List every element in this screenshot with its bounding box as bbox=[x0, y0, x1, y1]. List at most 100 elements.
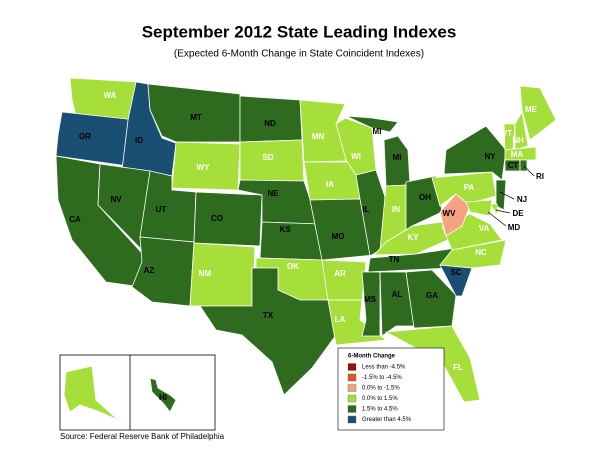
legend-label: 1.5% to 4.5% bbox=[362, 407, 398, 413]
state-label: NY bbox=[484, 152, 496, 161]
legend-label: -1.5% to -4.5% bbox=[362, 375, 402, 381]
state-label: MN bbox=[312, 132, 325, 141]
state-label: NE bbox=[267, 189, 279, 198]
legend-swatch bbox=[347, 415, 357, 424]
state-label: VT bbox=[502, 129, 512, 138]
state-label: MI bbox=[393, 153, 402, 162]
states bbox=[55, 77, 557, 421]
callout-line bbox=[487, 211, 507, 227]
state-shape bbox=[131, 236, 195, 307]
state-label: NM bbox=[199, 269, 212, 278]
state-label: MT bbox=[190, 113, 202, 122]
state-label: RI bbox=[536, 172, 544, 181]
state-label: MI bbox=[373, 127, 382, 136]
state-shape bbox=[439, 239, 507, 269]
state-label: DE bbox=[512, 209, 524, 218]
state-label: NV bbox=[110, 195, 122, 204]
state-shape bbox=[193, 191, 263, 247]
subtitle: (Expected 6-Month Change in State Coinci… bbox=[174, 49, 424, 60]
state-label: OR bbox=[79, 132, 91, 141]
state-label: VA bbox=[479, 224, 490, 233]
state-label: KS bbox=[279, 225, 291, 234]
legend-swatch bbox=[347, 405, 357, 413]
state-label: OH bbox=[419, 193, 431, 202]
state-label: KY bbox=[407, 233, 419, 242]
state-labels: WA OR CA ID NV MT WY UT AZ CO NM ND SD NE KS OK TX MN IA MO… bbox=[69, 91, 544, 402]
state-label: OK bbox=[287, 262, 299, 271]
state-label: TX bbox=[263, 311, 274, 320]
legend-swatch bbox=[347, 373, 357, 382]
state-shape bbox=[259, 221, 323, 261]
state-shape bbox=[149, 377, 177, 413]
legend-label: Less than -4.5% bbox=[362, 365, 406, 371]
state-shape bbox=[63, 365, 119, 421]
state-label: CA bbox=[69, 215, 81, 224]
state-label: MA bbox=[511, 150, 524, 159]
state-label: WI bbox=[351, 152, 361, 161]
state-shape bbox=[361, 271, 381, 337]
state-label: HI bbox=[159, 393, 167, 402]
state-label: IL bbox=[362, 205, 369, 214]
state-label: IA bbox=[326, 180, 334, 189]
state-shape bbox=[321, 259, 367, 301]
callout-line bbox=[495, 209, 511, 214]
state-shape bbox=[345, 115, 399, 133]
state-label: SC bbox=[450, 268, 461, 277]
state-shape bbox=[383, 135, 411, 187]
state-label: IN bbox=[392, 205, 400, 214]
state-shape bbox=[514, 110, 529, 151]
state-label: AL bbox=[392, 290, 403, 299]
state-shape bbox=[465, 199, 493, 217]
title: September 2012 State Leading Indexes bbox=[142, 22, 457, 41]
state-label: CT bbox=[508, 161, 519, 170]
state-shape bbox=[495, 179, 507, 211]
callout-line bbox=[499, 191, 515, 200]
state-label: CO bbox=[211, 214, 223, 223]
state-label: MS bbox=[364, 295, 377, 304]
legend-label: Greater than 4.5% bbox=[362, 417, 412, 423]
inset-frame bbox=[59, 354, 216, 431]
state-label: NH bbox=[512, 136, 524, 145]
state-label: ID bbox=[135, 136, 143, 145]
state-label: ND bbox=[264, 119, 276, 128]
legend-swatch bbox=[347, 384, 357, 392]
legend-label: 0.0% to -1.5% bbox=[362, 386, 400, 392]
state-shape bbox=[199, 267, 337, 396]
state-shape bbox=[504, 146, 537, 161]
state-label: GA bbox=[426, 291, 438, 300]
state-shape bbox=[405, 269, 457, 329]
state-label: SD bbox=[262, 153, 273, 162]
state-shape bbox=[379, 271, 415, 337]
state-label: PA bbox=[464, 183, 475, 192]
legend-label: 0.0% to 1.5% bbox=[362, 396, 398, 402]
state-shape bbox=[405, 175, 443, 231]
source: Source: Federal Reserve Bank of Philadel… bbox=[60, 432, 225, 441]
state-label: MO bbox=[332, 232, 345, 241]
state-label: WV bbox=[443, 209, 457, 218]
state-label: NJ bbox=[517, 195, 527, 204]
state-label: FL bbox=[453, 363, 463, 372]
legend-title: 6-Month Change bbox=[348, 354, 396, 360]
state-label: AR bbox=[334, 269, 346, 278]
state-label: ME bbox=[525, 105, 538, 114]
state-label: LA bbox=[335, 315, 346, 324]
state-shape bbox=[443, 125, 507, 181]
state-label: MD bbox=[508, 223, 521, 232]
state-label: UT bbox=[156, 205, 167, 214]
callout-line bbox=[523, 165, 535, 177]
state-label: WY bbox=[197, 163, 211, 172]
state-shape bbox=[519, 159, 528, 172]
state-label: TN bbox=[389, 255, 400, 264]
state-shape bbox=[439, 193, 471, 237]
legend-swatch bbox=[347, 363, 357, 371]
legend-swatch bbox=[347, 394, 357, 403]
state-label: WA bbox=[104, 91, 117, 100]
state-label: AK bbox=[93, 381, 105, 390]
state-shape bbox=[55, 111, 137, 167]
state-shape bbox=[519, 85, 557, 141]
state-label: NC bbox=[475, 248, 487, 257]
state-label: AZ bbox=[144, 266, 155, 275]
state-shape bbox=[373, 221, 453, 256]
